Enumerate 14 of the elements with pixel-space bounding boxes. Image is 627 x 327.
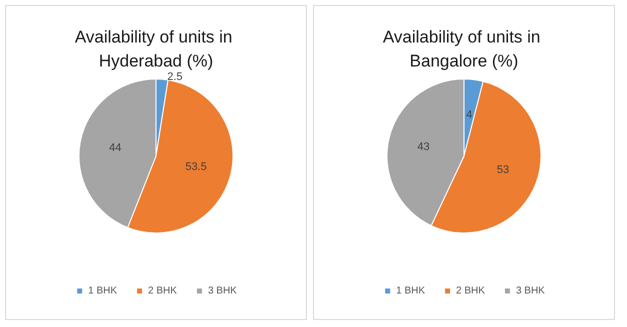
chart-title: Availability of units in Hyderabad (%) xyxy=(74,28,238,70)
legend-label: 2 BHK xyxy=(148,286,178,296)
data-label: 43 xyxy=(417,140,430,153)
legend-label: 3 BHK xyxy=(208,286,238,296)
legend-label: 1 BHK xyxy=(396,286,426,296)
data-label: 44 xyxy=(109,142,122,154)
data-label: 2.5 xyxy=(167,71,182,84)
chart-title: Availability of units in Bangalore (%) xyxy=(382,28,546,70)
legend-label: 2 BHK xyxy=(456,286,486,296)
data-label: 4 xyxy=(466,108,472,121)
legend-label: 3 BHK xyxy=(516,286,546,296)
data-label: 53 xyxy=(496,164,510,176)
data-label: 53.5 xyxy=(185,160,207,173)
legend-label: 1 BHK xyxy=(88,286,118,296)
